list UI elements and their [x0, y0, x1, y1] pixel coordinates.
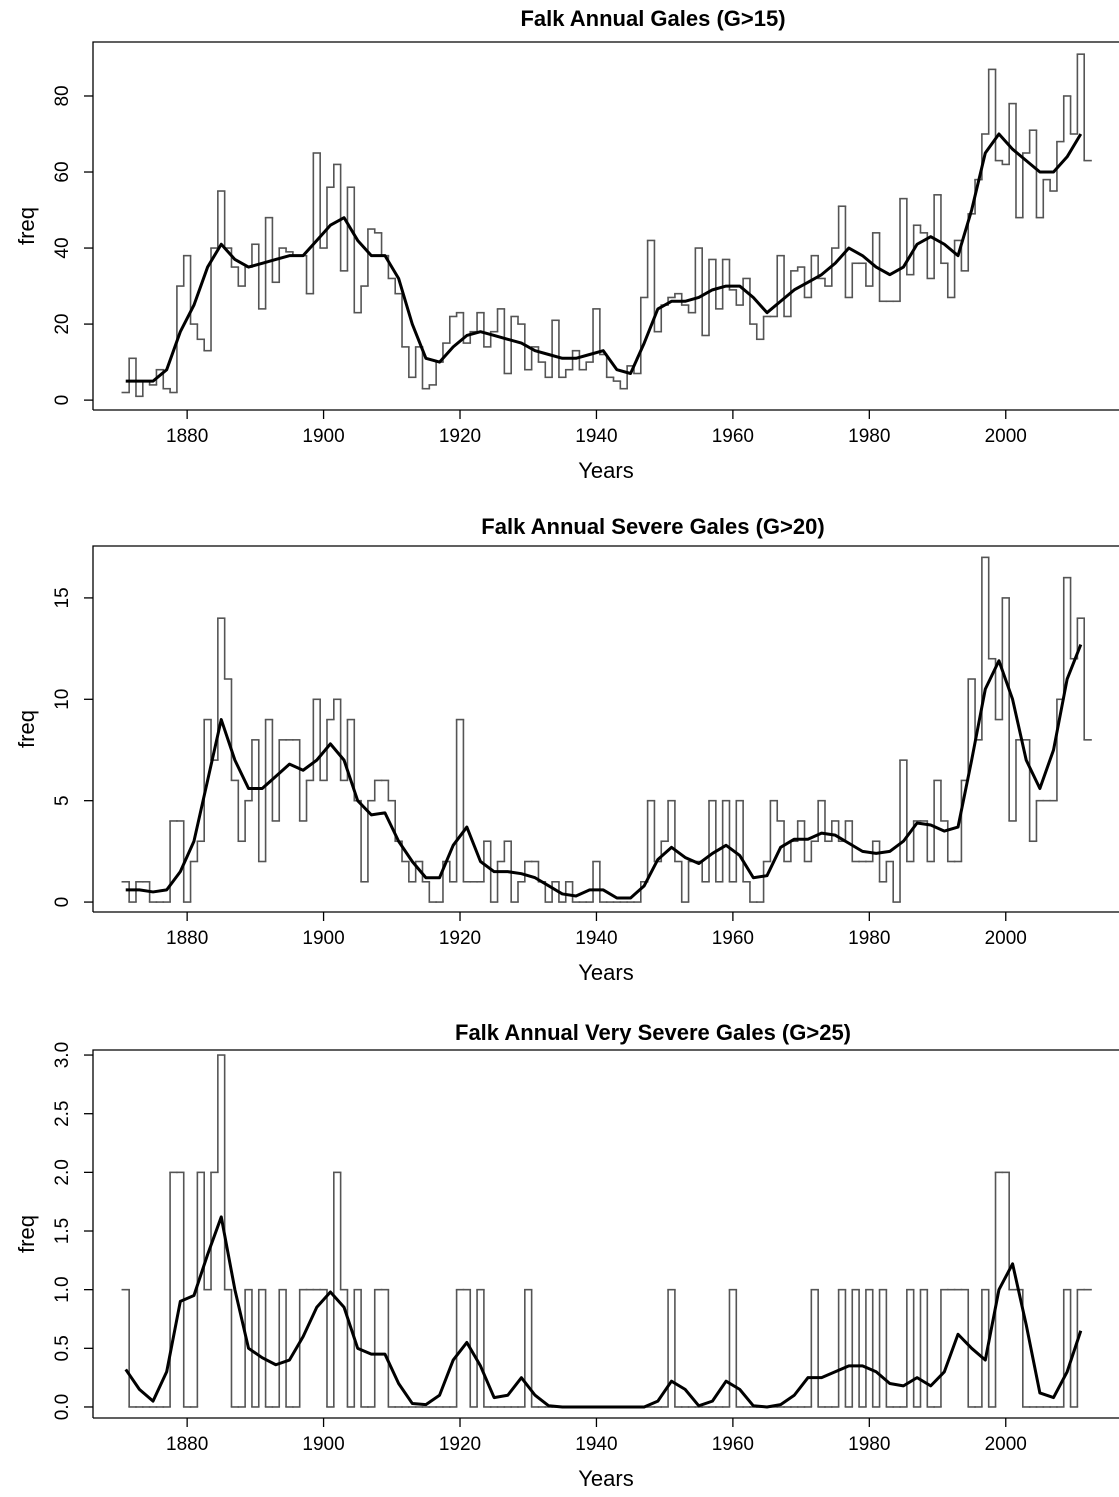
y-tick-label: 0 [52, 395, 73, 406]
y-tick-label: 40 [52, 237, 73, 258]
y-tick-label: 0.5 [52, 1335, 73, 1361]
x-tick-label: 1920 [439, 426, 481, 447]
x-tick-label: 1960 [712, 928, 754, 949]
x-axis-label: Years [578, 1466, 633, 1491]
x-tick-label: 1940 [575, 928, 617, 949]
x-axis-label: Years [578, 458, 633, 483]
y-tick-label: 20 [52, 314, 73, 335]
chart-title: Falk Annual Very Severe Gales (G>25) [455, 1020, 851, 1045]
x-tick-label: 2000 [985, 928, 1027, 949]
y-tick-label: 3.0 [52, 1042, 73, 1068]
y-axis-label: freq [14, 1215, 39, 1253]
x-tick-label: 1980 [848, 1434, 890, 1455]
x-tick-label: 1980 [848, 928, 890, 949]
x-tick-label: 1960 [712, 426, 754, 447]
y-tick-label: 80 [52, 85, 73, 106]
y-tick-label: 2.0 [52, 1159, 73, 1185]
y-tick-label: 1.5 [52, 1218, 73, 1244]
chart-title: Falk Annual Gales (G>15) [520, 6, 785, 31]
plot-frame [92, 1049, 1119, 1418]
panel: Falk Annual Very Severe Gales (G>25) 1880… [14, 1020, 1119, 1491]
y-tick-label: 5 [52, 795, 73, 806]
x-tick-label: 2000 [985, 426, 1027, 447]
y-tick-label: 1.0 [52, 1276, 73, 1302]
y-tick-label: 2.5 [52, 1100, 73, 1126]
x-tick-label: 1900 [302, 426, 344, 447]
x-tick-label: 1880 [166, 426, 208, 447]
y-tick-label: 10 [52, 689, 73, 710]
y-tick-label: 0 [52, 897, 73, 908]
chart-title: Falk Annual Severe Gales (G>20) [481, 514, 824, 539]
y-axis-label: freq [14, 710, 39, 748]
panel: Falk Annual Severe Gales (G>20) 1880 1900 1… [14, 514, 1119, 985]
x-tick-label: 1940 [575, 426, 617, 447]
x-tick-label: 1880 [166, 1434, 208, 1455]
y-axis-label: freq [14, 207, 39, 245]
x-tick-label: 1920 [439, 928, 481, 949]
x-tick-label: 1960 [712, 1434, 754, 1455]
x-tick-label: 2000 [985, 1434, 1027, 1455]
smooth-line [125, 132, 1083, 383]
x-tick-label: 1920 [439, 1434, 481, 1455]
smooth-line [125, 643, 1083, 900]
x-axis-label: Years [578, 960, 633, 985]
y-tick-label: 0.0 [52, 1394, 73, 1420]
x-tick-label: 1900 [302, 928, 344, 949]
x-tick-label: 1880 [166, 928, 208, 949]
smooth-line [124, 1215, 1083, 1409]
y-tick-label: 15 [52, 587, 73, 608]
plot-frame [92, 41, 1119, 410]
x-tick-label: 1980 [848, 426, 890, 447]
panel: Falk Annual Gales (G>15) 1880 1900 1920 1940… [14, 6, 1119, 483]
y-tick-label: 60 [52, 161, 73, 182]
plot-frame [92, 545, 1119, 912]
x-tick-label: 1900 [302, 1434, 344, 1455]
x-tick-label: 1940 [575, 1434, 617, 1455]
